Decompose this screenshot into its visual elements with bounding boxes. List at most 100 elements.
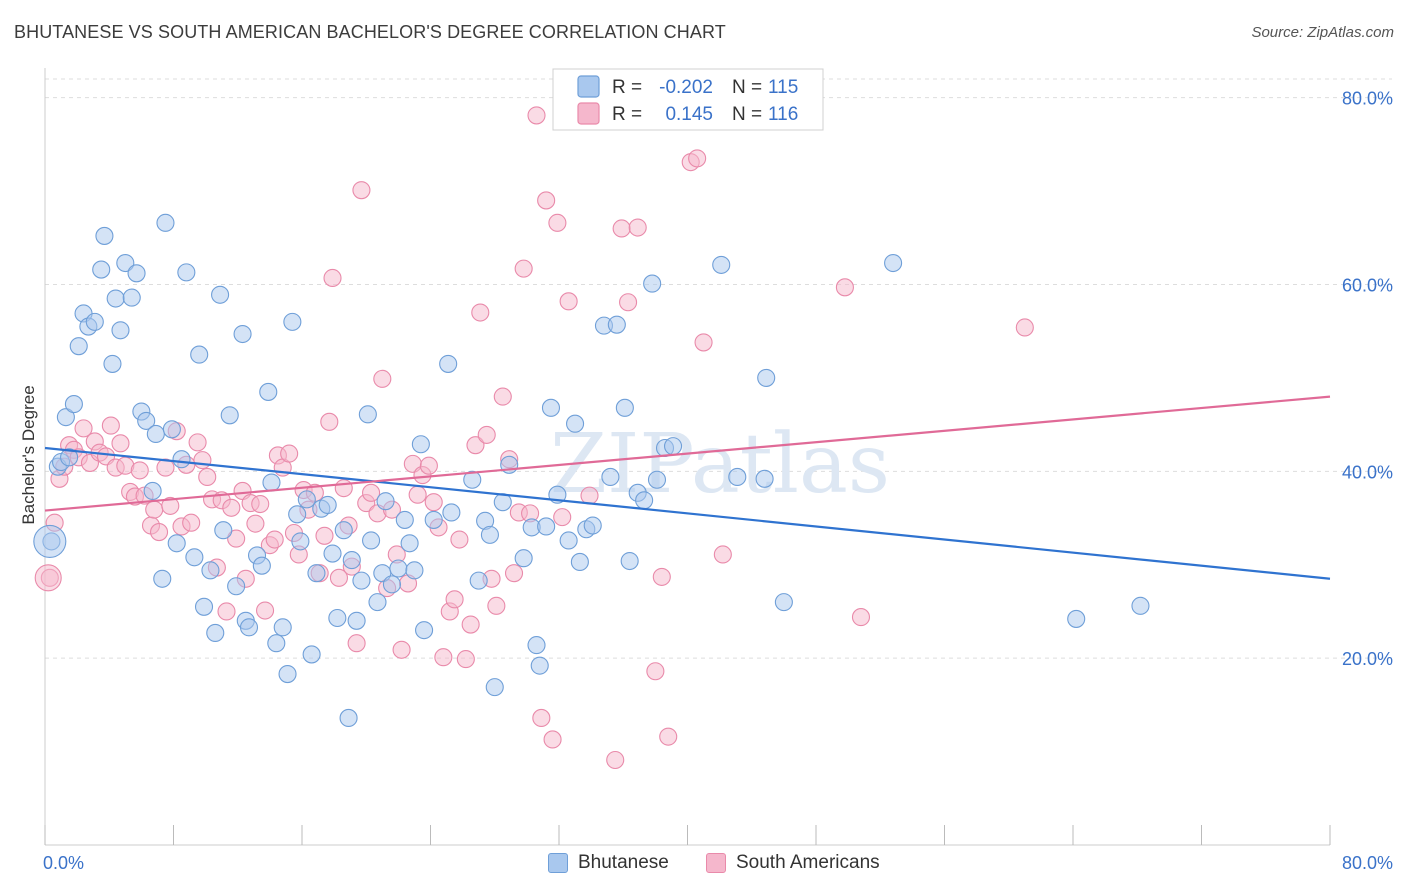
south-americans-point [334,479,353,498]
south-americans-point [471,303,490,322]
bhutanese-n-value: 115 [768,77,798,98]
south-americans-point [434,648,453,667]
bhutanese-point [214,521,233,540]
south-americans-point [612,219,631,238]
bhutanese-point [291,532,310,551]
bhutanese-point [559,531,578,550]
bhutanese-point [607,315,626,334]
bhutanese-point [85,312,104,331]
bhutanese-point [362,531,381,550]
bhutanese-point [774,593,793,612]
bhutanese-point [194,597,214,616]
bhutanese-point [566,414,585,433]
bhutanese-point [122,288,141,307]
bhutanese-point [485,678,504,697]
south-americans-r-label: R = [612,104,642,125]
bhutanese-point [463,470,482,489]
south-americans-point [256,601,275,620]
south-americans-point [652,567,671,586]
bhutanese-point [190,345,209,364]
bhutanese-point [307,564,326,583]
bhutanese-legend-swatch [577,75,600,98]
bhutanese-point [239,618,259,637]
south-americans-point [461,615,480,634]
bhutanese-point [480,525,499,544]
south-americans-point [1015,318,1034,337]
bhutanese-point [712,255,731,274]
south-americans-point [424,493,443,512]
bhutanese-n-label: N = [732,77,762,98]
bhutanese-point [620,551,639,571]
axes [44,68,1331,846]
south-americans-point [373,369,392,388]
bhutanese-point [146,424,165,444]
bhutanese-point [116,253,135,273]
south-americans-point [145,500,164,519]
south-americans-swatch [706,853,726,873]
bhutanese-point [172,450,191,469]
south-americans-point [445,590,464,609]
bhutanese-point [583,516,602,535]
south-americans-point [74,419,93,438]
y-tick-label: 80.0% [1342,89,1393,109]
bhutanese-point [177,263,196,282]
bhutanese-point [400,534,419,553]
bhutanese-point [69,337,88,356]
south-americans-point [713,545,732,564]
south-americans-point [408,485,427,504]
south-americans-point [543,730,562,749]
bhutanese-point [537,517,556,536]
bhutanese-point [368,593,387,612]
south-americans-point [537,191,556,210]
tick-labels: 20.0% 40.0% 60.0% 80.0% 0.0% 80.0% [43,89,1393,873]
bhutanese-point [64,395,83,414]
stats-legend: R = -0.202 N = 115 R = 0.145 N = 116 [552,68,824,131]
south-americans-point [580,486,599,505]
bhutanese-point [278,665,297,684]
south-americans-point [246,514,265,533]
south-americans-point [548,213,567,232]
south-americans-point [392,640,411,659]
series-legend: Bhutanese South Americans [0,852,1406,878]
bhutanese-point [283,312,302,331]
bhutanese-point [156,213,175,232]
south-americans-point [456,650,475,669]
legend-label-south-americans: South Americans [736,852,880,873]
bhutanese-r-label: R = [612,77,642,98]
bhutanese-point [358,405,377,424]
bhutanese-point [206,623,225,642]
legend-item-south-americans: South Americans [706,852,880,874]
south-americans-point [835,278,854,297]
bhutanese-point [347,611,366,630]
y-tick-label: 20.0% [1342,649,1393,669]
south-americans-point [532,708,551,728]
south-americans-point [188,433,207,452]
south-americans-point [265,530,284,549]
south-americans-point [851,608,871,627]
watermark: ZIPatlas [550,417,890,512]
bhutanese-point [143,481,162,501]
south-americans-point [130,461,149,480]
south-americans-r-value: 0.145 [665,104,713,125]
bhutanese-point [111,321,130,340]
south-americans-point [646,662,665,681]
bhutanese-point [95,226,114,245]
south-americans-point [619,293,638,312]
south-americans-point [553,508,572,527]
bhutanese-point [339,708,358,728]
bhutanese-point [601,467,620,486]
bhutanese-point [411,435,430,454]
bhutanese-point [323,544,342,563]
south-americans-point [504,564,524,583]
bhutanese-point [635,491,654,510]
south-americans-point [450,530,469,549]
bhutanese-point [415,621,434,640]
chart-source: Source: ZipAtlas.com [1251,24,1394,41]
south-americans-point [688,149,707,168]
y-axis-label: Bachelor's Degree [19,385,38,524]
south-americans-point [352,181,371,200]
south-americans-point [694,333,713,352]
bhutanese-point [153,569,172,588]
south-americans-point [217,602,236,621]
